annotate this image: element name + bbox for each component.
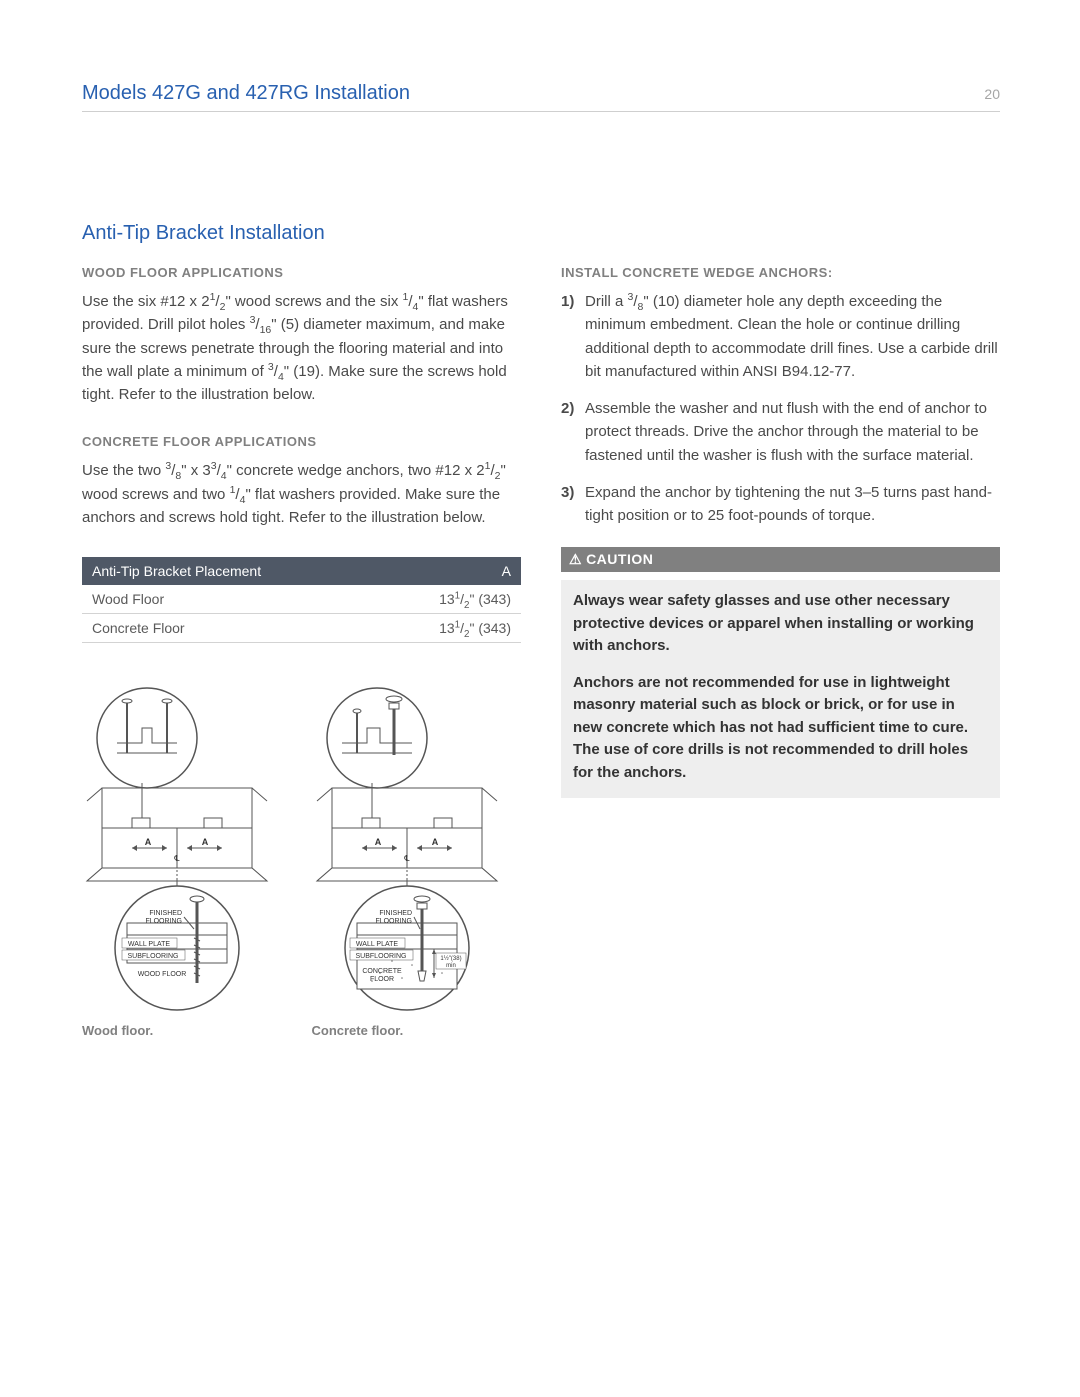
table-head-left: Anti-Tip Bracket Placement: [82, 557, 377, 585]
install-step: 2) Assemble the washer and nut flush wit…: [561, 397, 1000, 467]
dim-label-a: A: [202, 837, 209, 847]
val-whole: 13: [439, 620, 455, 636]
concrete-floor-caption: Concrete floor.: [312, 1023, 522, 1038]
label-depth: 1½"(38): [440, 955, 461, 962]
warning-icon: ⚠: [569, 551, 582, 568]
svg-text:℄: ℄: [173, 854, 180, 863]
step-number: 1): [561, 290, 574, 313]
table-header-row: Anti-Tip Bracket Placement A: [82, 557, 521, 585]
concrete-floor-diagram: A A ℄: [312, 683, 502, 1013]
text: " wood screws and the six: [225, 293, 402, 310]
frac-d: 16: [260, 324, 272, 336]
text: Assemble the washer and nut flush with t…: [585, 400, 987, 464]
caution-label: CAUTION: [586, 551, 653, 567]
caution-paragraph: Anchors are not recommended for use in l…: [573, 672, 988, 785]
label-finished: FINISHED: [379, 910, 412, 917]
val-tail: " (343): [469, 620, 511, 636]
table-row: Wood Floor 131/2" (343): [82, 585, 521, 614]
step-number: 2): [561, 397, 574, 420]
frac-n: 1: [403, 291, 409, 303]
text: Drill a: [585, 293, 628, 310]
wood-floor-diagram: A A ℄: [82, 683, 272, 1013]
dim-label-a: A: [145, 837, 152, 847]
placement-table: Anti-Tip Bracket Placement A Wood Floor …: [82, 557, 521, 643]
text: Use the two: [82, 462, 165, 479]
table-cell-value: 131/2" (343): [377, 614, 521, 643]
wood-floor-caption: Wood floor.: [82, 1023, 292, 1038]
val-whole: 13: [439, 591, 455, 607]
dim-label-a: A: [374, 837, 381, 847]
dim-label-a: A: [431, 837, 438, 847]
left-column: WOOD FLOOR APPLICATIONS Use the six #12 …: [82, 265, 521, 1038]
text: " (10) diameter hole any depth exceeding…: [585, 293, 998, 380]
page-number: 20: [984, 86, 1000, 102]
label-subflooring: SUBFLOORING: [128, 953, 179, 960]
frac-n: 3: [628, 291, 634, 303]
frac-n: 1: [230, 484, 236, 496]
table-cell-label: Wood Floor: [82, 585, 377, 614]
label-wall-plate: WALL PLATE: [355, 941, 397, 948]
label-concrete: CONCRETE: [362, 968, 402, 975]
label-finished: FINISHED: [149, 910, 182, 917]
page-header: Models 427G and 427RG Installation 20: [82, 82, 1000, 112]
content-columns: WOOD FLOOR APPLICATIONS Use the six #12 …: [82, 265, 1000, 1038]
label-flooring: FLOORING: [145, 918, 182, 925]
concrete-floor-heading: CONCRETE FLOOR APPLICATIONS: [82, 434, 521, 449]
wood-floor-heading: WOOD FLOOR APPLICATIONS: [82, 265, 521, 280]
table-row: Concrete Floor 131/2" (343): [82, 614, 521, 643]
install-step: 3) Expand the anchor by tightening the n…: [561, 481, 1000, 528]
val-tail: " (343): [469, 591, 511, 607]
install-steps-list: 1) Drill a 3/8" (10) diameter hole any d…: [561, 290, 1000, 527]
frac-n: 3: [250, 314, 256, 326]
label-flooring: FLOORING: [375, 918, 412, 925]
header-title: Models 427G and 427RG Installation: [82, 82, 410, 105]
label-wall-plate: WALL PLATE: [128, 941, 170, 948]
wood-floor-illustration: A A ℄: [82, 683, 292, 1038]
caution-header: ⚠CAUTION: [561, 547, 1000, 572]
text: " concrete wedge anchors, two #12 x 2: [227, 462, 485, 479]
right-column: INSTALL CONCRETE WEDGE ANCHORS: 1) Drill…: [561, 265, 1000, 1038]
illustrations-row: A A ℄: [82, 683, 521, 1038]
frac-n: 3: [165, 460, 171, 472]
label-subflooring: SUBFLOORING: [355, 953, 406, 960]
text: Expand the anchor by tightening the nut …: [585, 484, 992, 524]
frac-n: 1: [485, 460, 491, 472]
install-step: 1) Drill a 3/8" (10) diameter hole any d…: [561, 290, 1000, 383]
concrete-floor-illustration: A A ℄: [312, 683, 522, 1038]
install-anchors-heading: INSTALL CONCRETE WEDGE ANCHORS:: [561, 265, 1000, 280]
label-floor: FLOOR: [369, 976, 393, 983]
frac-n: 1: [455, 590, 460, 601]
step-number: 3): [561, 481, 574, 504]
table-cell-value: 131/2" (343): [377, 585, 521, 614]
table-cell-label: Concrete Floor: [82, 614, 377, 643]
table-head-right: A: [377, 557, 521, 585]
frac-n: 1: [210, 291, 216, 303]
section-title: Anti-Tip Bracket Installation: [82, 222, 1000, 245]
caution-paragraph: Always wear safety glasses and use other…: [573, 590, 988, 658]
label-min: min: [446, 963, 456, 969]
caution-body: Always wear safety glasses and use other…: [561, 580, 1000, 798]
concrete-floor-body: Use the two 3/8" x 33/4" concrete wedge …: [82, 459, 521, 529]
frac-n: 1: [455, 619, 460, 630]
wood-floor-body: Use the six #12 x 21/2" wood screws and …: [82, 290, 521, 406]
svg-text:℄: ℄: [403, 854, 410, 863]
frac-n: 3: [268, 361, 274, 373]
text: " x 3: [181, 462, 211, 479]
frac-n: 3: [211, 460, 217, 472]
text: Use the six #12 x 2: [82, 293, 210, 310]
label-wood-floor: WOOD FLOOR: [138, 971, 187, 978]
